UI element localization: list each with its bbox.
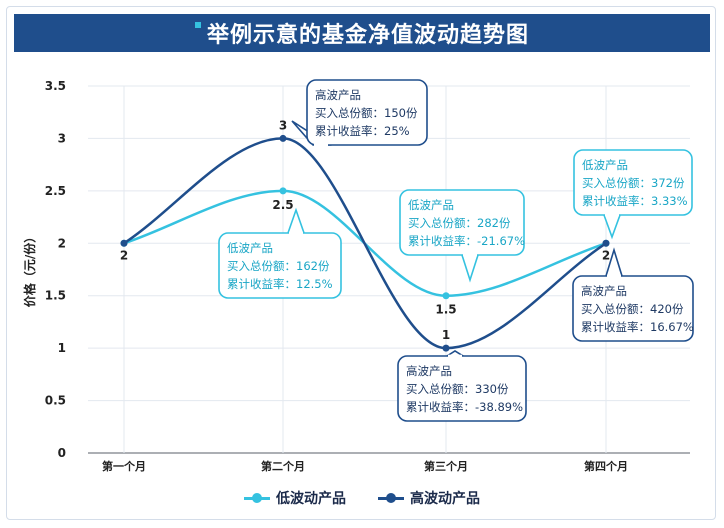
callout-line: 买入总份额：372份 bbox=[582, 176, 685, 190]
callout-box bbox=[572, 275, 694, 342]
callout-line: 买入总份额：420份 bbox=[581, 302, 684, 316]
legend-label-high: 高波动产品 bbox=[410, 491, 480, 507]
data-label-high: 3 bbox=[279, 118, 287, 132]
x-tick-label: 第四个月 bbox=[584, 459, 628, 473]
data-label-high: 1 bbox=[442, 328, 450, 342]
title-bar: 举例示意的基金净值波动趋势图 bbox=[14, 14, 710, 52]
callout-line: 买入总份额：282份 bbox=[408, 216, 511, 230]
callout-title: 低波产品 bbox=[227, 241, 273, 255]
y-tick-label: 0 bbox=[58, 446, 66, 460]
callout-title: 低波产品 bbox=[582, 158, 628, 172]
data-point-high bbox=[120, 239, 128, 247]
chart-title: 举例示意的基金净值波动趋势图 bbox=[206, 23, 529, 48]
data-label-low: 2 bbox=[602, 248, 610, 262]
title-accent-mark bbox=[194, 22, 201, 28]
x-tick-label: 第二个月 bbox=[261, 459, 305, 473]
legend-item-low[interactable]: 低波动产品 bbox=[244, 488, 346, 508]
x-tick-label: 第三个月 bbox=[424, 459, 468, 473]
legend-swatch-high bbox=[378, 493, 404, 503]
y-tick-label: 3.5 bbox=[45, 79, 66, 93]
y-axis-label: 价格（元/份） bbox=[22, 231, 37, 307]
callout-line: 买入总份额：150份 bbox=[315, 106, 418, 120]
callout-line: 累计收益率：12.5% bbox=[227, 277, 333, 291]
y-tick-label: 2.5 bbox=[45, 184, 66, 198]
callout-box bbox=[399, 189, 525, 256]
callout-box bbox=[218, 232, 342, 299]
callout-line: 累计收益率：-21.67% bbox=[408, 234, 525, 248]
callout-box bbox=[573, 149, 693, 216]
data-point-high bbox=[602, 239, 610, 247]
callout-pointer bbox=[286, 207, 306, 234]
data-point-low bbox=[442, 292, 450, 300]
data-point-high bbox=[442, 344, 450, 352]
callout-title: 高波产品 bbox=[406, 364, 452, 378]
data-label-low: 2.5 bbox=[272, 198, 293, 212]
callout-line: 买入总份额：162份 bbox=[227, 259, 330, 273]
y-tick-label: 1.5 bbox=[45, 289, 66, 303]
callout-line: 累计收益率：25% bbox=[315, 124, 410, 138]
legend-swatch-low bbox=[244, 493, 270, 503]
callout-line: 累计收益率：-38.89% bbox=[406, 400, 523, 414]
callout-line: 累计收益率：16.67% bbox=[581, 320, 694, 334]
callout-title: 高波产品 bbox=[315, 88, 361, 102]
x-tick-label: 第一个月 bbox=[102, 459, 146, 473]
data-label-low: 1.5 bbox=[435, 303, 456, 317]
callout-title: 高波产品 bbox=[581, 284, 627, 298]
callout-pointer bbox=[460, 254, 480, 283]
data-label-low: 2 bbox=[120, 248, 128, 262]
legend-item-high[interactable]: 高波动产品 bbox=[378, 488, 480, 508]
legend: 低波动产品 高波动产品 bbox=[0, 486, 724, 510]
y-tick-label: 0.5 bbox=[45, 394, 66, 408]
callout-line: 买入总份额：330份 bbox=[406, 382, 509, 396]
y-tick-label: 1 bbox=[58, 341, 66, 355]
callout-title: 低波产品 bbox=[408, 198, 454, 212]
data-point-high bbox=[279, 134, 287, 142]
data-point-low bbox=[279, 187, 287, 195]
legend-label-low: 低波动产品 bbox=[276, 491, 346, 507]
y-tick-label: 2 bbox=[58, 236, 66, 250]
y-tick-label: 3 bbox=[58, 131, 66, 145]
callout-line: 累计收益率：3.33% bbox=[582, 194, 688, 208]
series-line-high bbox=[123, 137, 607, 350]
callout-box bbox=[306, 79, 428, 146]
